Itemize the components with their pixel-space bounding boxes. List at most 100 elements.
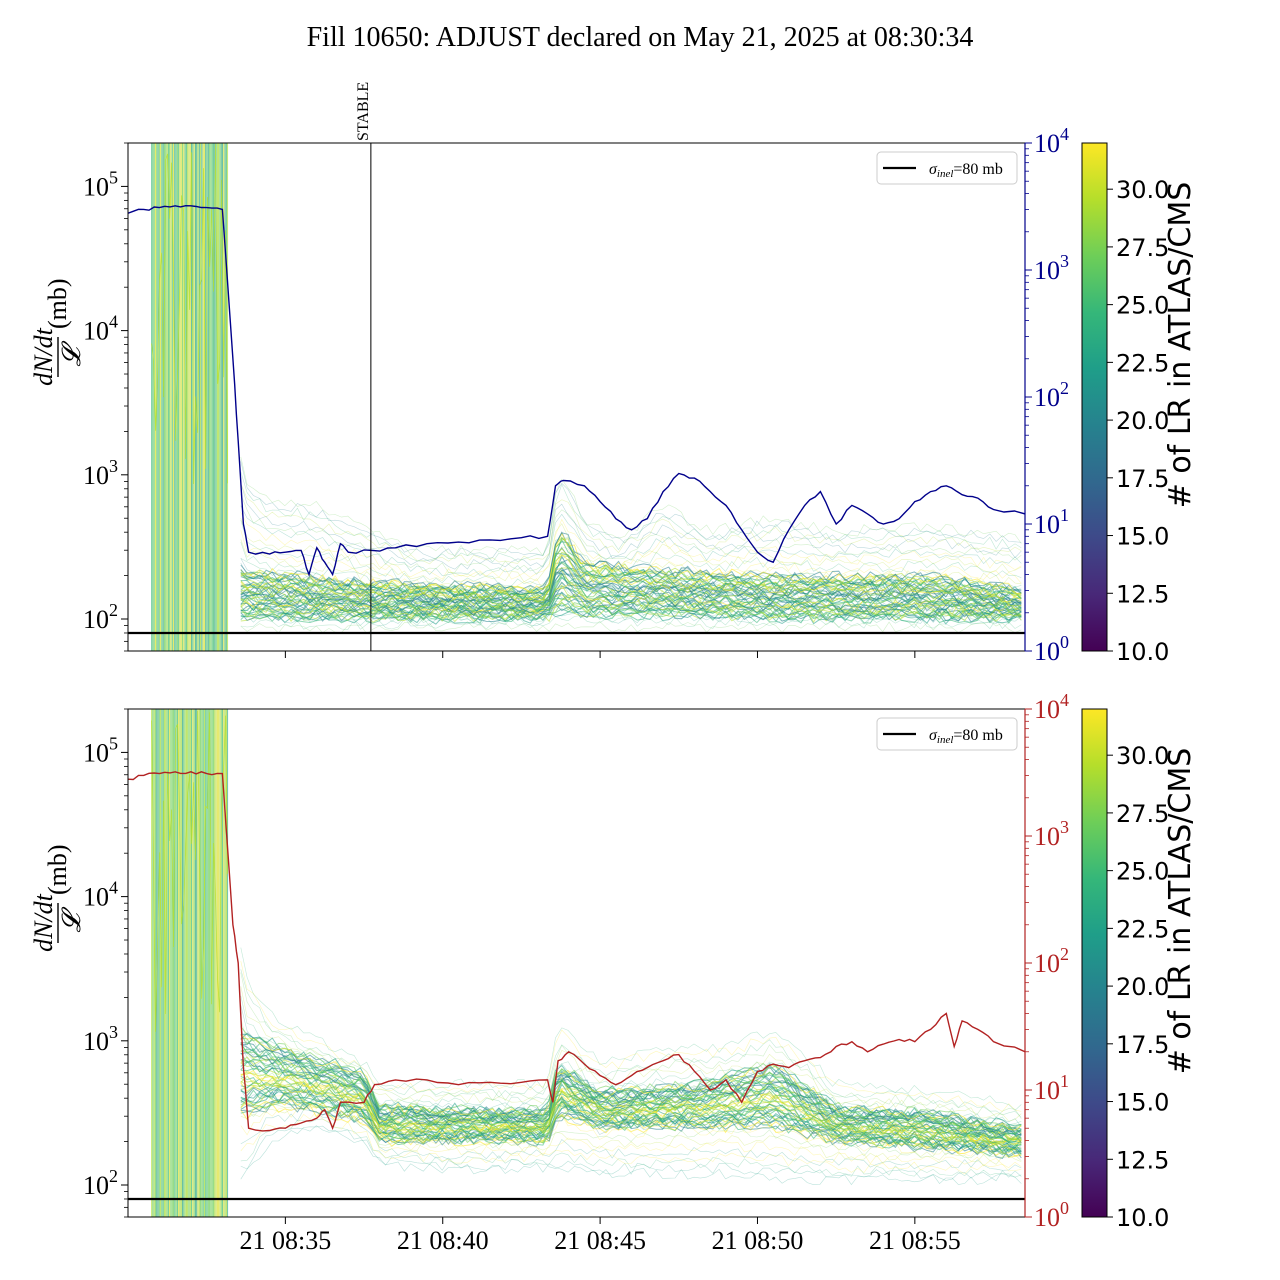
x-tick-label: 21 08:35 [240, 1226, 332, 1255]
colorbar-tick-label: 17.5 [1116, 465, 1169, 493]
figure-title: Fill 10650: ADJUST declared on May 21, 2… [307, 22, 974, 53]
lr-trace [240, 471, 1022, 563]
lr-traces [240, 456, 1022, 634]
y-label-numerator: dN/dt [29, 327, 58, 386]
legend-label: σinel=80 mb [929, 161, 1003, 180]
secondary-y-tick-label: 100 [1034, 632, 1069, 666]
lr-traces [240, 947, 1022, 1186]
x-tick-label: 21 08:45 [554, 1226, 646, 1255]
y-label-denominator: 𝓛 [57, 906, 86, 932]
lr-trace [240, 1095, 1022, 1161]
colorbar-label: # of LR in ATLAS/CMS [1163, 748, 1198, 1075]
colorbar-tick-label: 22.5 [1116, 349, 1169, 377]
legend-box [876, 151, 1018, 185]
y-label-denominator: 𝓛 [57, 340, 86, 366]
saturation-region [151, 709, 229, 1217]
colorbar-tick-label: 12.5 [1116, 580, 1169, 608]
y-tick-label: 105 [83, 167, 118, 201]
lr-trace [240, 969, 1022, 1118]
colorbar-tick-label: 22.5 [1116, 915, 1169, 943]
y-tick-label: 105 [83, 733, 118, 767]
colorbar-tick-label: 27.5 [1116, 800, 1169, 828]
secondary-y-tick-label: 103 [1034, 817, 1069, 851]
legend-box [876, 717, 1018, 751]
lr-trace [240, 1125, 1022, 1182]
secondary-y-tick-label: 101 [1034, 505, 1069, 539]
colorbar-tick-label: 10.0 [1116, 1204, 1169, 1232]
saturation-region [151, 143, 229, 651]
stable-label: STABLE [355, 82, 372, 141]
colorbar-label: # of LR in ATLAS/CMS [1163, 182, 1198, 509]
y-tick-label: 102 [83, 1166, 118, 1200]
legend: σinel=80 mb [876, 151, 1018, 185]
y-tick-label: 104 [83, 878, 118, 912]
lr-trace [240, 1110, 1022, 1175]
lr-trace [240, 1125, 1022, 1186]
lr-trace [240, 1109, 1022, 1171]
colorbar-tick-label: 15.0 [1116, 523, 1169, 551]
x-tick-label: 21 08:55 [869, 1226, 961, 1255]
lr-trace [240, 1059, 1022, 1144]
legend: σinel=80 mb [876, 717, 1018, 751]
x-tick-label: 21 08:50 [712, 1226, 804, 1255]
lr-trace [240, 1087, 1022, 1154]
secondary-series-line [128, 204, 1025, 577]
y-axis-label: dN/dt 𝓛 (mb) [29, 844, 86, 951]
y-tick-label: 103 [83, 1022, 118, 1056]
colorbar-tick-label: 30.0 [1116, 176, 1169, 204]
colorbar-tick-label: 25.0 [1116, 292, 1169, 320]
colorbar-tick-label: 27.5 [1116, 234, 1169, 262]
colorbar-tick-label: 30.0 [1116, 742, 1169, 770]
lr-trace [240, 947, 1022, 1111]
colorbar-tick-label: 10.0 [1116, 638, 1169, 666]
lr-trace [240, 1104, 1022, 1168]
lr-trace [240, 615, 1022, 630]
y-label-unit: (mb) [43, 844, 72, 895]
lr-trace [240, 972, 1022, 1119]
lr-trace [240, 1089, 1022, 1153]
lr-trace [240, 1069, 1022, 1147]
secondary-y-tick-label: 102 [1034, 378, 1069, 412]
secondary-y-tick-label: 100 [1034, 1198, 1069, 1232]
lr-trace [240, 1097, 1022, 1158]
colorbar-tick-label: 20.0 [1116, 407, 1169, 435]
secondary-y-tick-label: 104 [1034, 124, 1069, 158]
lr-trace [240, 456, 1022, 557]
colorbar-tick-label: 25.0 [1116, 858, 1169, 886]
y-tick-label: 103 [83, 456, 118, 490]
secondary-series-line [128, 771, 1025, 1132]
plot-area [128, 143, 1025, 651]
lr-trace [240, 505, 1022, 576]
lr-trace [240, 1050, 1022, 1141]
y-label-numerator: dN/dt [29, 893, 58, 952]
lr-trace [240, 1118, 1022, 1178]
lr-trace [240, 483, 1022, 570]
lr-trace [240, 960, 1022, 1112]
legend-label: σinel=80 mb [929, 727, 1003, 746]
secondary-y-tick-label: 101 [1034, 1071, 1069, 1105]
colorbar-tick-label: 12.5 [1116, 1146, 1169, 1174]
colorbar-top: 10.0 12.5 15.0 17.5 20.0 22.5 25.0 27.5 30.0# of… [1081, 142, 1198, 666]
lr-trace [240, 461, 1022, 560]
secondary-y-tick-label: 104 [1034, 690, 1069, 724]
saturation-zigzag [151, 143, 228, 485]
colorbar-gradient [1081, 708, 1108, 1218]
lr-trace [240, 1082, 1022, 1151]
secondary-y-tick-label: 103 [1034, 251, 1069, 285]
bottom-panel: 102 103 104 105 100 101 102 103 104 21 08:35 21 08… [29, 690, 1069, 1255]
lr-trace [240, 1094, 1022, 1157]
top-panel: STABLE 102 103 104 105 100 101 102 103 104 dN/dt 𝓛 (… [29, 82, 1069, 666]
lr-trace [240, 1033, 1022, 1127]
saturation-zigzag [151, 710, 228, 1032]
y-tick-label: 102 [83, 600, 118, 634]
lr-trace [240, 1100, 1022, 1165]
plot-area [128, 709, 1025, 1217]
lr-trace [240, 1086, 1022, 1152]
lr-trace [240, 1084, 1022, 1152]
y-axis-label: dN/dt 𝓛 (mb) [29, 278, 86, 385]
x-tick-label: 21 08:40 [397, 1226, 489, 1255]
y-tick-label: 104 [83, 312, 118, 346]
y-label-unit: (mb) [43, 278, 72, 329]
colorbar-bottom: 10.0 12.5 15.0 17.5 20.0 22.5 25.0 27.5 30.0# of… [1081, 708, 1198, 1232]
